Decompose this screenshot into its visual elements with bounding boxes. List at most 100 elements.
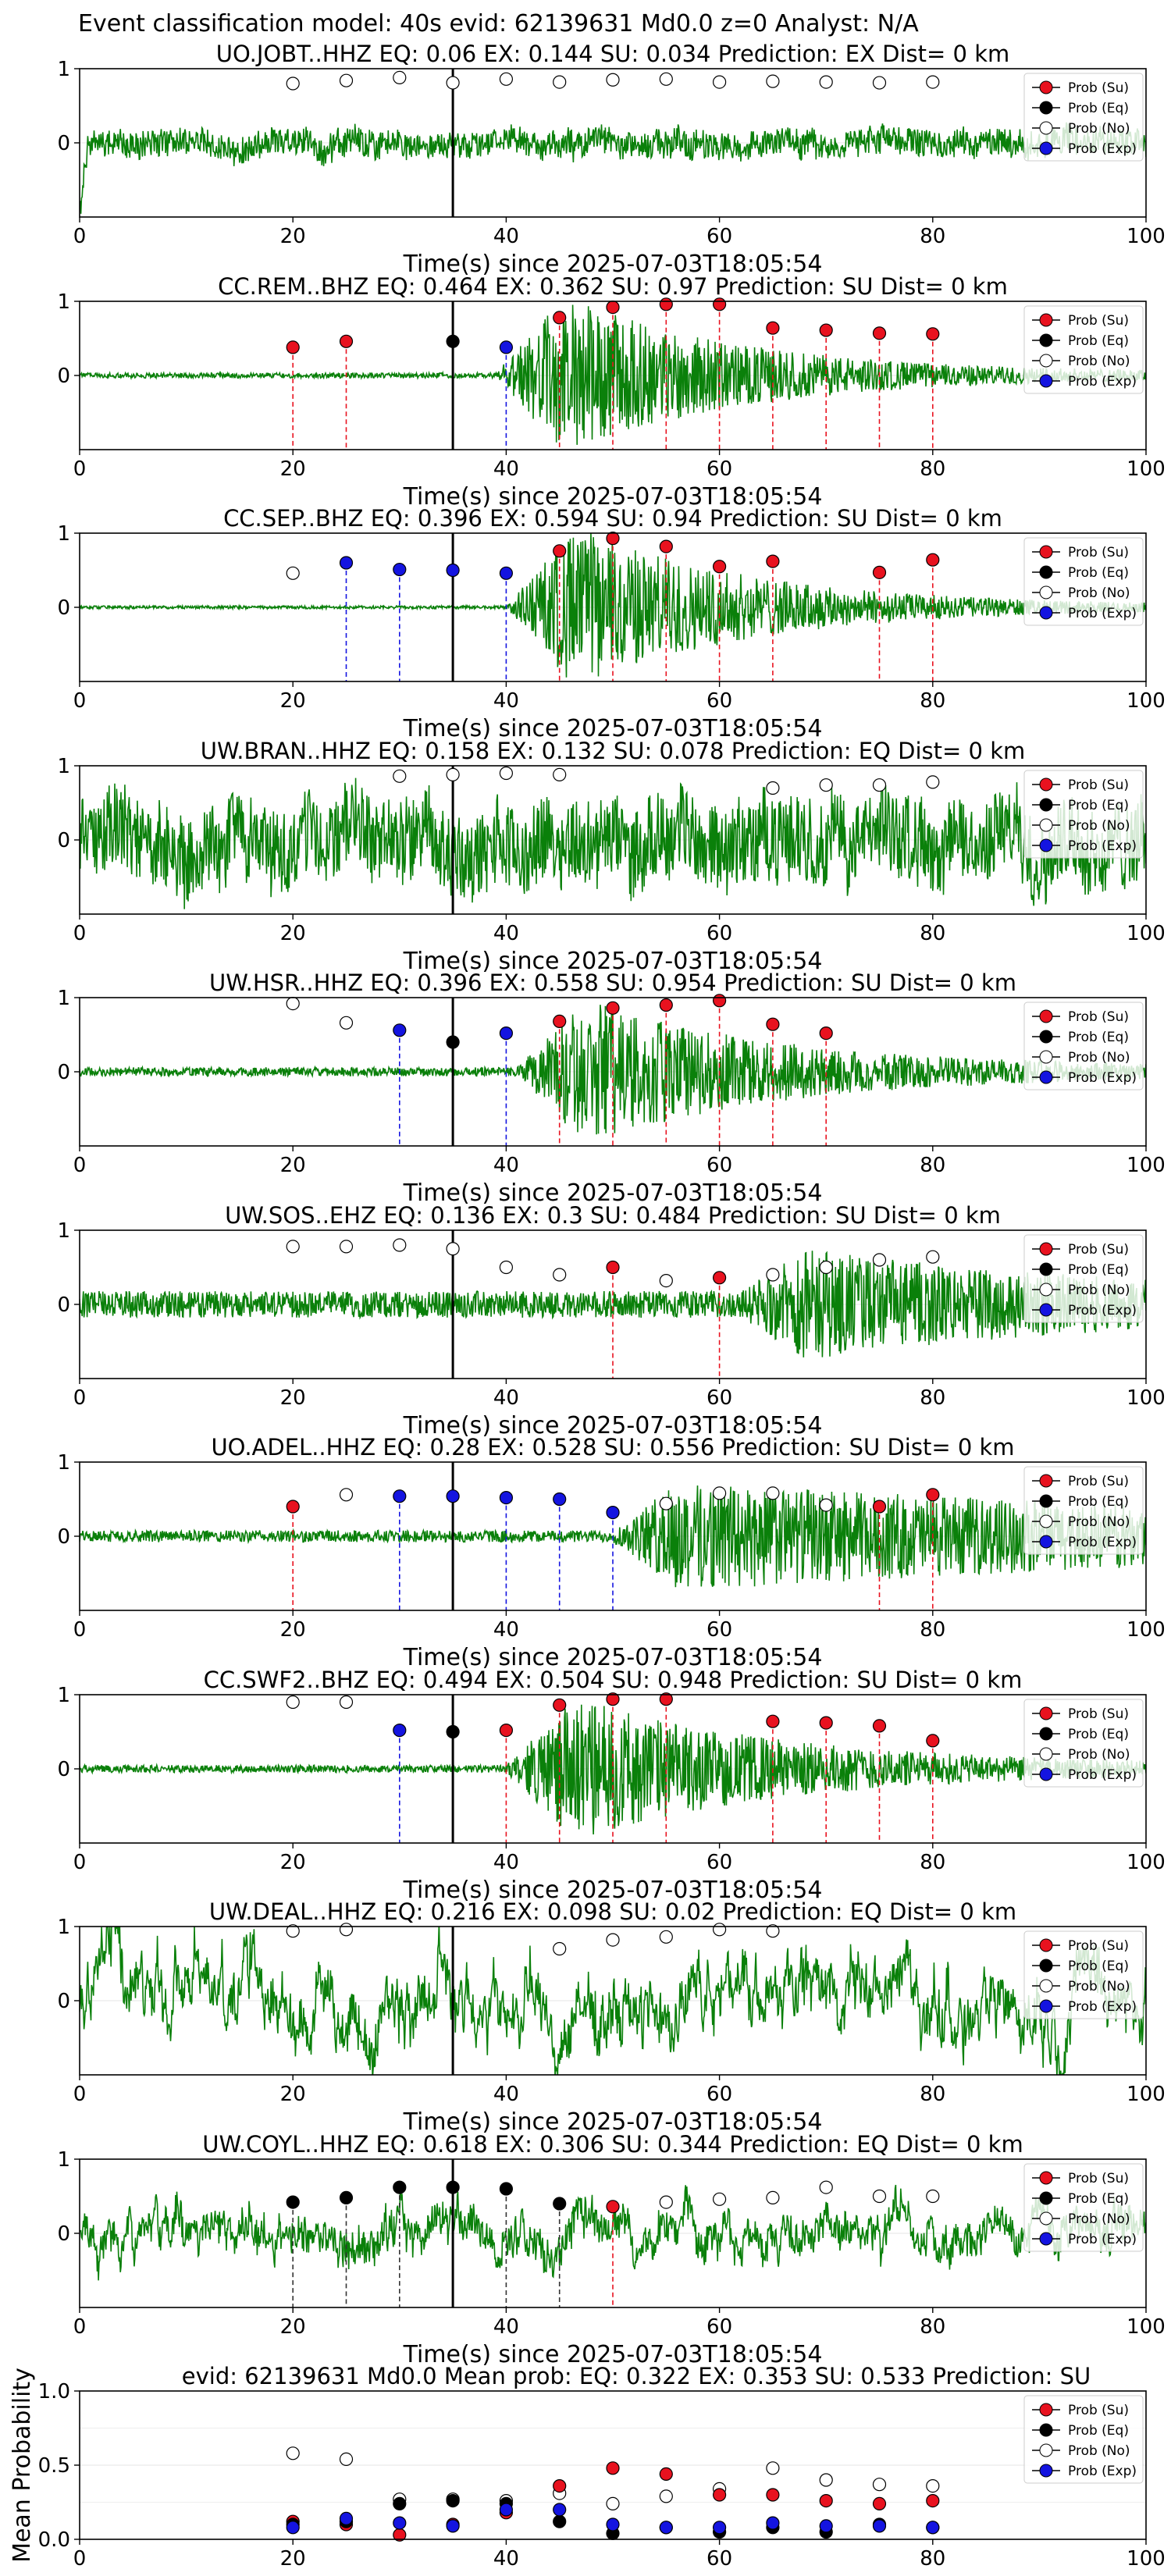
legend-marker [1039, 1303, 1053, 1317]
probability-marker [339, 1923, 354, 1937]
probability-marker [286, 1924, 300, 1938]
waveform-panel: 0 20 40 60 80 100 0 1 Prob (Su) Prob (Eq) Prob (No… [57, 1202, 1165, 1439]
x-tick-label: 40 [493, 2315, 519, 2339]
legend-label: Prob (Exp) [1068, 2232, 1137, 2247]
probability-marker [872, 76, 887, 90]
legend-label: Prob (Su) [1068, 2171, 1129, 2186]
x-tick-label: 80 [920, 457, 945, 481]
legend-marker [1039, 1938, 1053, 1952]
legend-marker [1039, 2211, 1053, 2226]
panel-title: UO.JOBT..HHZ EQ: 0.06 EX: 0.144 SU: 0.03… [216, 41, 1010, 67]
probability-marker [766, 1486, 780, 1500]
probability-marker [393, 1724, 407, 1738]
probability-marker [606, 1260, 620, 1275]
legend-marker [1039, 838, 1053, 852]
y-tick-label: 1.0 [38, 2380, 70, 2403]
probability-marker [819, 323, 833, 337]
legend-marker [1039, 1767, 1053, 1781]
probability-marker [553, 1014, 567, 1029]
probability-marker [446, 1035, 460, 1049]
mean-prob-point [766, 2461, 780, 2475]
probability-marker [659, 72, 673, 86]
legend-label: Prob (Exp) [1068, 838, 1137, 854]
probability-marker [659, 1273, 673, 1288]
x-tick-label: 60 [707, 2083, 732, 2106]
legend-label: Prob (Exp) [1068, 1535, 1137, 1550]
x-tick-label: 80 [920, 225, 945, 248]
panel-title: UW.DEAL..HHZ EQ: 0.216 EX: 0.098 SU: 0.0… [209, 1898, 1016, 1925]
x-tick-label: 60 [707, 225, 732, 248]
probability-marker [606, 532, 620, 546]
legend-label: Prob (Exp) [1068, 2464, 1137, 2479]
probability-marker [926, 1734, 940, 1748]
legend-label: Prob (Su) [1068, 1242, 1129, 1258]
mean-prob-point [393, 2496, 407, 2510]
probability-marker [339, 1695, 354, 1710]
probability-marker [446, 334, 460, 348]
mean-prob-point [926, 2521, 940, 2535]
probability-marker [499, 1026, 514, 1041]
probability-marker [926, 75, 940, 89]
mean-prob-point [766, 2516, 780, 2530]
x-tick-label: 0 [73, 2315, 87, 2339]
x-tick-label: 20 [280, 2315, 306, 2339]
legend-marker [1039, 1959, 1053, 1973]
x-tick-label: 100 [1127, 1154, 1166, 1177]
legend-marker [1039, 1050, 1053, 1064]
probability-marker [393, 1023, 407, 1037]
x-tick-label: 0 [73, 1851, 87, 1874]
x-tick-label: 60 [707, 457, 732, 481]
x-tick-label: 80 [920, 1851, 945, 1874]
legend-label: Prob (Su) [1068, 545, 1129, 560]
probability-marker [712, 2192, 727, 2206]
legend-marker [1039, 1030, 1053, 1044]
mean-prob-point [446, 2519, 460, 2533]
legend-label: Prob (Eq) [1068, 565, 1129, 581]
mean-prob-point [339, 2511, 354, 2525]
probability-marker [286, 996, 300, 1011]
probability-marker [659, 2195, 673, 2209]
x-tick-label: 100 [1127, 1851, 1166, 1874]
probability-marker [712, 560, 727, 574]
legend-marker [1039, 313, 1053, 327]
legend-marker [1039, 798, 1053, 812]
legend-label: Prob (Exp) [1068, 1999, 1137, 2015]
x-tick-label: 80 [920, 1154, 945, 1177]
legend-label: Prob (Eq) [1068, 798, 1129, 813]
x-tick-label: 0 [73, 922, 87, 945]
x-tick-label: 20 [280, 1386, 306, 1410]
x-tick-label: 80 [920, 922, 945, 945]
legend-box [1023, 305, 1144, 394]
probability-marker [553, 544, 567, 558]
probability-marker [339, 1240, 354, 1254]
legend-marker [1039, 1262, 1053, 1276]
x-tick-label: 80 [920, 1618, 945, 1642]
x-tick-label: 0 [73, 457, 87, 481]
y-tick-label: 1 [57, 987, 70, 1010]
probability-marker [606, 1692, 620, 1706]
probability-marker [446, 563, 460, 578]
probability-marker [872, 1500, 887, 1514]
waveform-panel: 0 20 40 60 80 100 0 1 Prob (Su) Prob (Eq) Prob (No… [57, 273, 1165, 511]
x-tick-label: 60 [707, 689, 732, 713]
x-tick-label: 100 [1127, 922, 1166, 945]
legend-marker [1039, 1706, 1053, 1720]
legend-box [1023, 537, 1144, 626]
legend-box [1023, 1234, 1144, 1323]
x-axis-label: Time(s) since 2025-07-03T18:05:54 [403, 948, 823, 975]
y-tick-label: 0 [57, 596, 70, 620]
x-axis-label: Time(s) since 2025-07-03T18:05:54 [403, 2108, 823, 2136]
probability-marker [553, 1268, 567, 1282]
legend-marker [1039, 101, 1053, 115]
waveform-panel: 0 20 40 60 80 100 0 1 Prob (Su) Prob (Eq) Prob (No… [57, 1667, 1165, 1904]
mean-prob-point [553, 2503, 567, 2517]
legend-label: Prob (Eq) [1068, 2423, 1129, 2439]
probability-marker [606, 1001, 620, 1015]
legend-label: Prob (Su) [1068, 313, 1129, 329]
probability-marker [393, 1238, 407, 1252]
x-tick-label: 0 [73, 2083, 87, 2106]
probability-marker [872, 2189, 887, 2204]
y-tick-label: 0 [57, 829, 70, 852]
probability-marker [553, 311, 567, 325]
